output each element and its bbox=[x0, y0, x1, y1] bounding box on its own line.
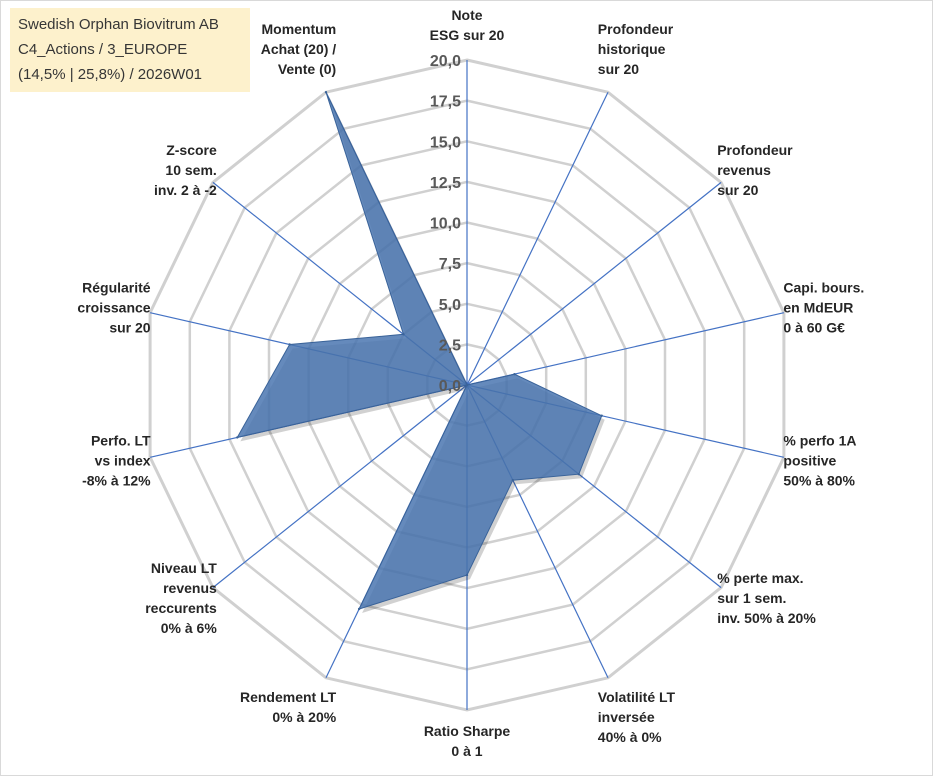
data-point bbox=[511, 479, 514, 482]
series-layer bbox=[236, 91, 605, 613]
tick-label: 7,5 bbox=[439, 256, 461, 273]
data-point bbox=[600, 414, 603, 417]
axis-spoke bbox=[212, 384, 468, 589]
info-company-name: Swedish Orphan Biovitrum AB bbox=[18, 16, 219, 33]
axis-label: Profondeur revenus sur 20 bbox=[717, 142, 793, 198]
tick-label: 12,5 bbox=[430, 175, 461, 192]
data-point bbox=[288, 343, 291, 346]
info-stats: (14,5% | 25,8%) / 2026W01 bbox=[18, 66, 202, 83]
axis-label: Momentum Achat (20) / Vente (0) bbox=[261, 21, 337, 77]
tick-label: 0,0 bbox=[439, 378, 461, 395]
data-point bbox=[236, 436, 239, 439]
tick-label: 17,5 bbox=[430, 94, 461, 111]
data-point bbox=[402, 333, 405, 336]
axis-label: Régularité croissance sur 20 bbox=[77, 280, 150, 336]
info-box: Swedish Orphan Biovitrum AB C4_Actions /… bbox=[10, 8, 250, 92]
data-point bbox=[324, 91, 328, 94]
axis-label: Niveau LT revenus reccurents 0% à 6% bbox=[145, 560, 217, 636]
tick-label: 2,5 bbox=[439, 337, 461, 354]
axis-label: Z-score 10 sem. inv. 2 à -2 bbox=[154, 142, 217, 198]
data-point bbox=[465, 573, 469, 577]
tick-label: 10,0 bbox=[430, 216, 461, 233]
axis-label: Volatilité LT inversée 40% à 0% bbox=[598, 689, 676, 745]
data-point bbox=[577, 473, 580, 476]
axis-label: Profondeur historique sur 20 bbox=[598, 21, 674, 77]
axis-label: % perte max. sur 1 sem. inv. 50% à 20% bbox=[717, 570, 816, 626]
axis-label: Rendement LT 0% à 20% bbox=[240, 689, 337, 725]
tick-label: 5,0 bbox=[439, 297, 461, 314]
info-category: C4_Actions / 3_EUROPE bbox=[18, 41, 188, 58]
tick-layer: 0,0 2,5 5,0 7,5 10,0 12,5 15,0 17,5 20,0 bbox=[430, 53, 461, 395]
axis-label: Capi. bours. en MdEUR 0 à 60 G€ bbox=[783, 280, 864, 336]
axis-spoke bbox=[466, 91, 609, 386]
tick-label: 15,0 bbox=[430, 134, 461, 151]
data-point bbox=[465, 383, 469, 387]
data-point bbox=[357, 607, 361, 611]
tick-label: 20,0 bbox=[430, 53, 461, 70]
axis-label: % perfo 1A positive 50% à 80% bbox=[783, 432, 856, 488]
axis-spoke bbox=[466, 312, 785, 386]
axis-label: Note ESG sur 20 bbox=[430, 7, 505, 43]
label-layer: Note ESG sur 20 Profondeur historique sur 20… bbox=[77, 7, 864, 759]
data-point bbox=[513, 373, 516, 376]
axis-spoke bbox=[466, 181, 722, 386]
axis-label: Perfo. LT vs index -8% à 12% bbox=[82, 432, 151, 488]
axis-label: Ratio Sharpe 0 à 1 bbox=[424, 723, 511, 759]
